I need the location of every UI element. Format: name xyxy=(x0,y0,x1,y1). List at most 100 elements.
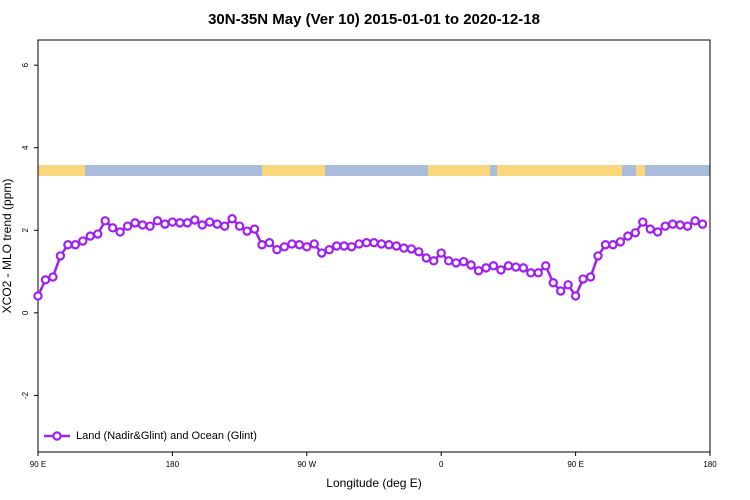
data-point xyxy=(107,223,118,233)
data-point xyxy=(578,274,588,284)
data-point xyxy=(600,240,611,250)
data-point xyxy=(615,237,626,247)
data-point xyxy=(85,231,95,241)
x-tick-label: 90 W xyxy=(297,460,316,469)
ocean-band xyxy=(38,165,710,176)
data-point xyxy=(63,240,73,250)
data-point xyxy=(227,214,237,224)
data-point xyxy=(324,245,334,255)
data-point xyxy=(70,240,81,250)
data-point xyxy=(406,244,417,254)
data-point xyxy=(503,261,514,271)
x-tick-label: 180 xyxy=(703,460,717,469)
y-tick-label: 4 xyxy=(21,145,30,150)
legend-marker xyxy=(52,431,62,441)
data-point xyxy=(93,229,103,239)
data-point xyxy=(384,240,394,250)
land-band xyxy=(38,165,85,176)
land-band xyxy=(636,165,645,176)
data-point xyxy=(197,220,207,230)
data-point xyxy=(541,261,551,271)
data-point xyxy=(585,272,596,282)
data-point xyxy=(488,261,499,271)
data-point xyxy=(346,242,357,252)
land-band xyxy=(497,165,622,176)
data-point xyxy=(182,218,193,228)
data-point xyxy=(48,272,58,282)
data-point xyxy=(122,221,133,231)
data-point xyxy=(690,216,700,226)
y-tick-label: 2 xyxy=(21,228,30,233)
data-point xyxy=(429,256,439,266)
y-axis-label: XCO2 - MLO trend (ppm) xyxy=(0,179,14,314)
y-tick-label: 0 xyxy=(21,310,30,315)
data-point xyxy=(593,251,603,261)
chart-title: 30N-35N May (Ver 10) 2015-01-01 to 2020-… xyxy=(208,11,540,28)
data-point xyxy=(137,220,148,230)
data-point xyxy=(630,228,641,238)
data-point xyxy=(608,240,618,250)
data-point xyxy=(667,219,678,229)
data-point xyxy=(78,236,88,246)
data-point xyxy=(279,242,290,252)
plot-frame xyxy=(37,39,711,453)
x-tick-label: 90 E xyxy=(30,460,46,469)
land-band xyxy=(262,165,325,176)
x-tick-label: 90 E xyxy=(567,460,583,469)
data-point xyxy=(682,221,693,231)
data-point xyxy=(391,241,402,251)
land-ocean-strip xyxy=(38,165,710,176)
data-point xyxy=(294,240,305,250)
land-band xyxy=(428,165,490,176)
data-point xyxy=(287,239,297,249)
data-point xyxy=(167,217,178,227)
data-point xyxy=(130,218,140,228)
data-point xyxy=(496,265,506,275)
data-point xyxy=(331,241,342,251)
data-point xyxy=(653,227,663,237)
data-point xyxy=(638,217,648,227)
data-point xyxy=(451,258,461,268)
data-point xyxy=(175,218,185,228)
data-point xyxy=(526,268,536,278)
x-tick-label: 0 xyxy=(439,460,444,469)
data-point xyxy=(473,266,484,276)
data-point xyxy=(257,240,267,250)
data-point xyxy=(443,256,454,266)
data-point xyxy=(152,216,163,226)
data-point xyxy=(511,262,521,272)
series-line xyxy=(36,216,704,299)
data-point xyxy=(249,224,260,234)
data-point xyxy=(645,224,655,234)
data-point xyxy=(339,241,349,251)
data-point xyxy=(145,221,155,231)
data-point xyxy=(317,248,327,258)
data-point xyxy=(160,219,170,229)
data-point xyxy=(458,256,469,267)
data-point xyxy=(55,251,66,261)
data-point xyxy=(33,291,43,301)
data-point xyxy=(466,260,476,270)
data-point xyxy=(421,253,431,263)
data-point xyxy=(697,219,708,229)
data-point xyxy=(563,280,573,290)
legend-label: Land (Nadir&Glint) and Ocean (Glint) xyxy=(76,430,257,442)
x-axis-label: Longitude (deg E) xyxy=(326,476,421,490)
data-point xyxy=(533,268,543,278)
data-point xyxy=(242,226,252,236)
data-point xyxy=(555,286,566,296)
data-point xyxy=(205,217,215,227)
data-point xyxy=(100,216,110,226)
data-point xyxy=(190,215,200,225)
y-tick-label: 6 xyxy=(21,62,30,67)
data-point xyxy=(660,221,670,231)
data-point xyxy=(399,243,409,253)
data-point xyxy=(518,263,529,273)
data-point xyxy=(369,237,379,248)
data-point xyxy=(623,231,633,241)
data-point xyxy=(675,220,685,230)
data-point xyxy=(272,245,282,255)
data-point xyxy=(309,239,319,249)
